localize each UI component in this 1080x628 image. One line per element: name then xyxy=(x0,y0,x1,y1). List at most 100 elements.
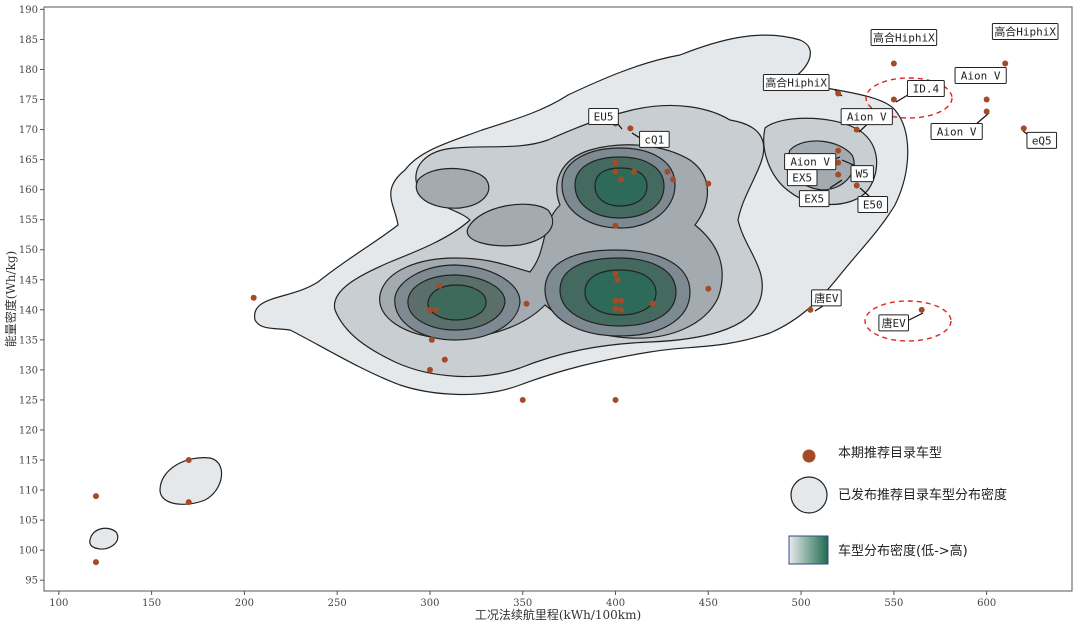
y-tick-label: 165 xyxy=(19,155,38,166)
point-label-box xyxy=(991,22,1059,40)
point-label-text: Aion V xyxy=(790,156,830,169)
data-point xyxy=(705,180,712,187)
data-point xyxy=(807,306,814,313)
data-point xyxy=(618,297,625,304)
data-point xyxy=(890,60,897,67)
y-tick-label: 155 xyxy=(19,215,38,226)
data-point xyxy=(705,285,712,292)
data-point xyxy=(426,366,433,373)
legend-gradient xyxy=(788,535,829,565)
data-point xyxy=(250,294,257,301)
density-small-2 xyxy=(89,527,119,550)
density-core-2-inner xyxy=(584,269,657,316)
y-tick-label: 135 xyxy=(19,335,38,346)
point-label-text: 高合HiphiX xyxy=(873,30,935,44)
y-tick-label: 170 xyxy=(19,125,38,136)
point-label-text: EU5 xyxy=(594,111,614,124)
y-tick-label: 115 xyxy=(19,456,38,467)
legend-marker-density xyxy=(790,476,828,514)
y-tick-label: 150 xyxy=(19,245,38,256)
point-label-box xyxy=(870,28,938,46)
data-point xyxy=(612,270,619,277)
y-axis: 95 100 105 110 115 120 125 130 135 140 145 150 155 16… xyxy=(19,5,44,587)
data-point xyxy=(983,96,990,103)
data-point xyxy=(92,559,99,566)
y-tick-label: 185 xyxy=(19,35,38,46)
data-point xyxy=(627,125,634,132)
x-tick-label: 500 xyxy=(792,598,811,609)
point-label-box xyxy=(857,195,889,213)
y-tick-label: 125 xyxy=(19,395,38,406)
point-label: ID.4 xyxy=(906,80,945,98)
data-point xyxy=(612,305,619,312)
point-label-box xyxy=(906,80,945,98)
point-label: EX5 xyxy=(786,169,818,187)
point-label: Aion V xyxy=(954,67,1007,85)
data-point xyxy=(612,396,619,403)
point-label-box xyxy=(639,130,670,148)
data-points xyxy=(92,60,1027,566)
point-label-text: W5 xyxy=(856,168,869,181)
point-label-text: EX5 xyxy=(792,172,812,185)
density-contours xyxy=(89,34,909,550)
data-point xyxy=(835,90,842,97)
point-label: 高合HiphiX xyxy=(991,22,1059,40)
density-island-small-left xyxy=(415,167,490,209)
density-core-3-inner xyxy=(594,167,648,207)
x-tick-label: 300 xyxy=(420,598,439,609)
point-label: 唐EV xyxy=(811,289,842,307)
data-point xyxy=(835,147,842,154)
point-label: Aion V xyxy=(840,108,893,126)
density-island-mid xyxy=(466,203,554,247)
legend-label-density: 已发布推荐目录车型分布密度 xyxy=(838,487,1007,503)
point-label-box xyxy=(588,108,619,126)
data-point xyxy=(631,168,638,175)
y-tick-label: 175 xyxy=(19,95,38,106)
point-label-text: 高合HiphiX xyxy=(994,24,1056,38)
data-point xyxy=(664,168,671,175)
y-tick-label: 190 xyxy=(19,5,38,16)
density-core-1-inner xyxy=(427,284,487,321)
point-label-text: Aion V xyxy=(847,111,887,124)
data-point xyxy=(523,300,530,307)
plot-frame xyxy=(43,6,1073,592)
point-label-text: ID.4 xyxy=(913,83,940,96)
data-point xyxy=(618,306,625,313)
point-label-text: 唐EV xyxy=(814,291,839,305)
y-tick-label: 120 xyxy=(19,425,38,436)
x-tick-label: 450 xyxy=(699,598,718,609)
data-point xyxy=(612,168,619,175)
point-label: E50 xyxy=(857,195,889,213)
data-point xyxy=(918,306,925,313)
y-tick-label: 160 xyxy=(19,185,38,196)
point-label: Aion V xyxy=(784,153,837,171)
y-tick-label: 105 xyxy=(19,516,38,527)
point-label: cQ1 xyxy=(639,130,670,148)
data-point xyxy=(618,176,625,183)
data-point xyxy=(426,306,433,313)
data-point xyxy=(890,96,897,103)
highlight-circle-tang xyxy=(864,300,952,342)
point-label-box xyxy=(762,74,830,92)
data-point xyxy=(614,276,621,283)
y-tick-label: 145 xyxy=(19,275,38,286)
data-point xyxy=(1002,60,1009,67)
legend-label-gradient: 车型分布密度(低->高) xyxy=(838,543,968,559)
point-label-text: EX5 xyxy=(804,193,824,206)
point-label: 唐EV xyxy=(878,314,909,332)
point-label-text: 高合HiphiX xyxy=(765,76,827,90)
y-tick-label: 140 xyxy=(19,305,38,316)
data-point xyxy=(835,159,842,166)
x-tick-label: 400 xyxy=(606,598,625,609)
data-point xyxy=(835,171,842,178)
point-label-box xyxy=(1026,131,1058,149)
point-label: W5 xyxy=(850,165,874,183)
x-axis: 100 150 200 250 300 350 400 450 500 550 600 xyxy=(49,591,996,609)
point-label-box xyxy=(798,190,830,208)
legend: 本期推荐目录车型 已发布推荐目录车型分布密度 车型分布密度(低->高) xyxy=(788,445,1007,565)
data-point xyxy=(612,222,619,229)
data-point xyxy=(92,493,99,500)
point-label: 高合HiphiX xyxy=(870,28,938,46)
point-label: eQ5 xyxy=(1026,131,1058,149)
